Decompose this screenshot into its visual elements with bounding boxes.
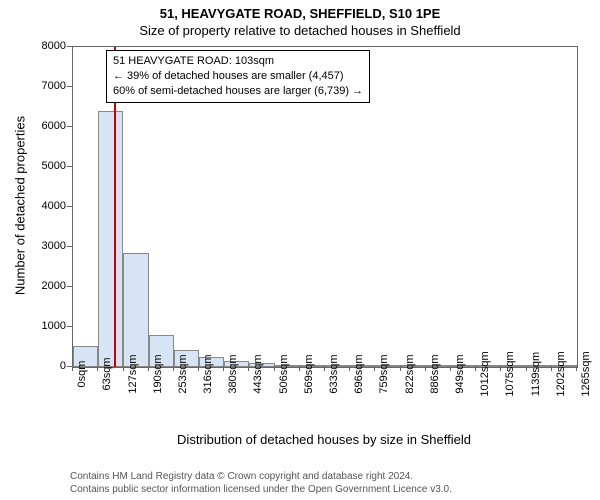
y-tick-mark [67, 286, 72, 287]
x-tick-label: 127sqm [127, 354, 139, 393]
x-tick-label: 759sqm [378, 354, 390, 393]
y-tick-mark [67, 46, 72, 47]
y-tick-mark [67, 86, 72, 87]
x-tick-mark [97, 366, 98, 371]
x-tick-label: 0sqm [76, 361, 88, 388]
x-tick-label: 569sqm [303, 354, 315, 393]
x-tick-label: 63sqm [101, 357, 113, 390]
x-tick-label: 696sqm [353, 354, 365, 393]
y-tick-label: 7000 [0, 80, 66, 92]
y-tick-label: 0 [0, 360, 66, 372]
y-tick-label: 2000 [0, 280, 66, 292]
y-tick-label: 3000 [0, 240, 66, 252]
x-tick-mark [324, 366, 325, 371]
x-tick-label: 1139sqm [530, 352, 542, 396]
y-tick-mark [67, 126, 72, 127]
x-tick-label: 190sqm [152, 354, 164, 393]
x-tick-label: 886sqm [429, 354, 441, 393]
chart-title-subtitle: Size of property relative to detached ho… [0, 21, 600, 38]
x-tick-label: 443sqm [252, 354, 264, 393]
histogram-bar [98, 111, 123, 367]
y-tick-label: 8000 [0, 40, 66, 52]
x-axis-label: Distribution of detached houses by size … [72, 432, 576, 447]
x-tick-mark [500, 366, 501, 371]
x-tick-mark [274, 366, 275, 371]
chart-title-address: 51, HEAVYGATE ROAD, SHEFFIELD, S10 1PE [0, 0, 600, 21]
y-tick-mark [67, 326, 72, 327]
x-tick-label: 822sqm [404, 354, 416, 393]
x-tick-mark [551, 366, 552, 371]
y-tick-label: 4000 [0, 200, 66, 212]
x-tick-mark [475, 366, 476, 371]
x-tick-mark [148, 366, 149, 371]
y-tick-label: 5000 [0, 160, 66, 172]
info-box-line1: 51 HEAVYGATE ROAD: 103sqm [113, 54, 363, 69]
x-tick-label: 506sqm [278, 354, 290, 393]
x-tick-mark [450, 366, 451, 371]
x-tick-label: 380sqm [227, 354, 239, 393]
x-tick-label: 316sqm [202, 354, 214, 393]
y-tick-mark [67, 246, 72, 247]
x-tick-mark [173, 366, 174, 371]
x-tick-label: 949sqm [454, 354, 466, 393]
histogram-bar [123, 253, 148, 367]
y-tick-label: 1000 [0, 320, 66, 332]
y-tick-mark [67, 206, 72, 207]
x-tick-label: 633sqm [328, 354, 340, 393]
x-tick-label: 1012sqm [479, 351, 491, 396]
x-tick-mark [576, 366, 577, 371]
y-tick-mark [67, 166, 72, 167]
chart-container: 51, HEAVYGATE ROAD, SHEFFIELD, S10 1PE S… [0, 0, 600, 500]
x-tick-mark [425, 366, 426, 371]
x-tick-mark [72, 366, 73, 371]
x-tick-label: 1075sqm [504, 351, 516, 396]
x-tick-mark [526, 366, 527, 371]
x-tick-mark [248, 366, 249, 371]
x-tick-mark [299, 366, 300, 371]
footer-attribution: Contains HM Land Registry data © Crown c… [70, 470, 452, 496]
y-tick-label: 6000 [0, 120, 66, 132]
x-tick-mark [223, 366, 224, 371]
x-tick-label: 1202sqm [555, 351, 567, 396]
info-box-line3: 60% of semi-detached houses are larger (… [113, 84, 363, 99]
x-tick-label: 1265sqm [580, 351, 592, 396]
footer-line1: Contains HM Land Registry data © Crown c… [70, 470, 452, 483]
x-tick-mark [198, 366, 199, 371]
x-tick-label: 253sqm [177, 354, 189, 393]
x-tick-mark [374, 366, 375, 371]
x-tick-mark [349, 366, 350, 371]
info-box: 51 HEAVYGATE ROAD: 103sqm ← 39% of detac… [106, 50, 370, 103]
footer-line2: Contains public sector information licen… [70, 483, 452, 496]
info-box-line2: ← 39% of detached houses are smaller (4,… [113, 69, 363, 84]
x-tick-mark [400, 366, 401, 371]
x-tick-mark [123, 366, 124, 371]
